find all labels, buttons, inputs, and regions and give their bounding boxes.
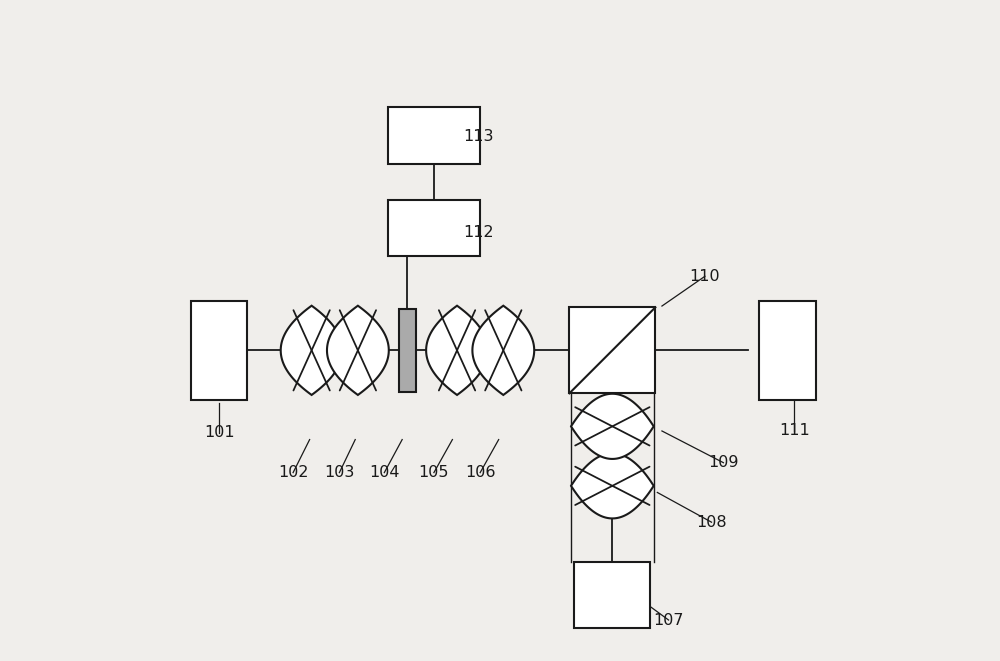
Polygon shape: [281, 305, 343, 395]
Polygon shape: [571, 453, 654, 518]
Bar: [574, 562, 650, 628]
Text: 109: 109: [708, 455, 739, 470]
Text: 108: 108: [696, 515, 727, 529]
Text: 112: 112: [464, 225, 494, 240]
Text: 106: 106: [465, 465, 495, 480]
Text: 113: 113: [464, 130, 494, 144]
Polygon shape: [327, 305, 389, 395]
Polygon shape: [571, 394, 654, 459]
Text: 111: 111: [779, 424, 810, 438]
Polygon shape: [472, 305, 534, 395]
Bar: [759, 301, 816, 400]
Bar: [399, 309, 416, 391]
Bar: [388, 200, 480, 256]
Text: 105: 105: [419, 465, 449, 480]
Bar: [388, 107, 480, 163]
Bar: [191, 301, 247, 400]
Polygon shape: [426, 305, 488, 395]
Text: 104: 104: [369, 465, 400, 480]
Bar: [569, 307, 655, 393]
Text: 110: 110: [690, 269, 720, 284]
Text: 103: 103: [324, 465, 355, 480]
Text: 102: 102: [278, 465, 308, 480]
Text: 101: 101: [204, 426, 234, 440]
Text: 107: 107: [653, 613, 684, 627]
